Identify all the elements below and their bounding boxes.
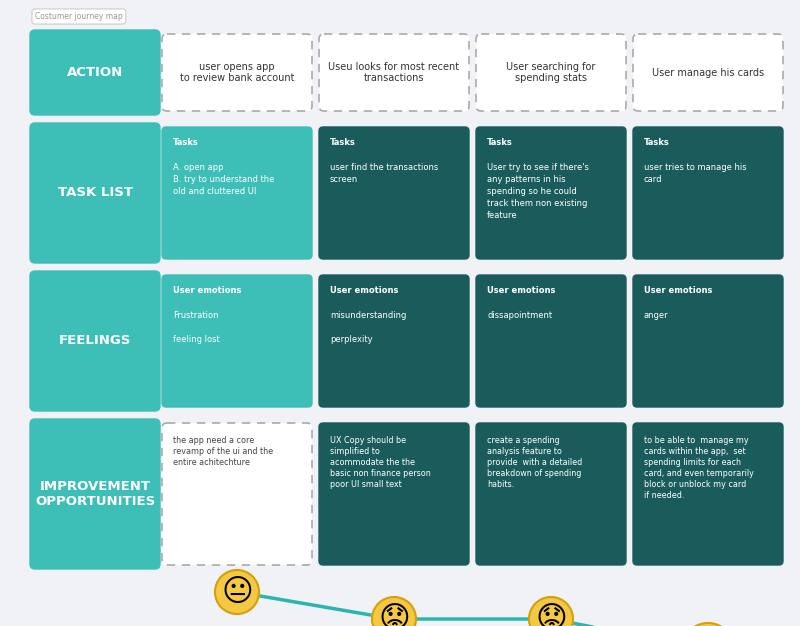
Text: breakdown of spending: breakdown of spending bbox=[487, 469, 582, 478]
Text: feature: feature bbox=[487, 211, 518, 220]
Text: old and cluttered UI: old and cluttered UI bbox=[173, 187, 256, 196]
FancyBboxPatch shape bbox=[319, 127, 469, 259]
Text: Tasks: Tasks bbox=[487, 138, 513, 147]
Text: dissapointment: dissapointment bbox=[487, 311, 552, 320]
Text: user opens app
to review bank account: user opens app to review bank account bbox=[180, 62, 294, 83]
Text: TASK LIST: TASK LIST bbox=[58, 187, 133, 200]
Text: 😟: 😟 bbox=[535, 605, 567, 626]
Text: if needed.: if needed. bbox=[644, 491, 684, 500]
Text: screen: screen bbox=[330, 175, 358, 184]
Text: basic non finance person: basic non finance person bbox=[330, 469, 430, 478]
FancyBboxPatch shape bbox=[162, 127, 312, 259]
FancyBboxPatch shape bbox=[633, 423, 783, 565]
Text: Tasks: Tasks bbox=[330, 138, 356, 147]
Text: create a spending: create a spending bbox=[487, 436, 560, 445]
Text: Frustration: Frustration bbox=[173, 311, 218, 320]
Text: User emotions: User emotions bbox=[330, 286, 398, 295]
Text: card: card bbox=[644, 175, 662, 184]
Text: User searching for
spending stats: User searching for spending stats bbox=[506, 62, 596, 83]
Text: Tasks: Tasks bbox=[644, 138, 670, 147]
FancyBboxPatch shape bbox=[30, 30, 160, 115]
Text: IMPROVEMENT
OPPORTUNITIES: IMPROVEMENT OPPORTUNITIES bbox=[35, 480, 155, 508]
FancyBboxPatch shape bbox=[476, 275, 626, 407]
Circle shape bbox=[215, 570, 259, 614]
Text: User manage his cards: User manage his cards bbox=[652, 68, 764, 78]
Text: spending so he could: spending so he could bbox=[487, 187, 577, 196]
Text: spending limits for each: spending limits for each bbox=[644, 458, 741, 467]
Text: anger: anger bbox=[644, 311, 669, 320]
Text: user find the transactions: user find the transactions bbox=[330, 163, 438, 172]
FancyBboxPatch shape bbox=[319, 275, 469, 407]
Text: Tasks: Tasks bbox=[173, 138, 198, 147]
Text: habits.: habits. bbox=[487, 480, 514, 489]
FancyBboxPatch shape bbox=[162, 275, 312, 407]
Text: track them non existing: track them non existing bbox=[487, 199, 587, 208]
Text: Costumer journey map: Costumer journey map bbox=[35, 12, 122, 21]
Text: User emotions: User emotions bbox=[173, 286, 242, 295]
FancyBboxPatch shape bbox=[633, 275, 783, 407]
Text: cards within the app,  set: cards within the app, set bbox=[644, 447, 746, 456]
Text: to be able to  manage my: to be able to manage my bbox=[644, 436, 749, 445]
FancyBboxPatch shape bbox=[30, 419, 160, 569]
Text: any patterns in his: any patterns in his bbox=[487, 175, 566, 184]
FancyBboxPatch shape bbox=[476, 127, 626, 259]
FancyBboxPatch shape bbox=[162, 423, 312, 565]
Text: A. open app: A. open app bbox=[173, 163, 223, 172]
FancyBboxPatch shape bbox=[30, 271, 160, 411]
FancyBboxPatch shape bbox=[162, 34, 312, 111]
Text: ACTION: ACTION bbox=[67, 66, 123, 79]
Text: analysis feature to: analysis feature to bbox=[487, 447, 562, 456]
FancyBboxPatch shape bbox=[633, 127, 783, 259]
Text: FEELINGS: FEELINGS bbox=[59, 334, 131, 347]
FancyBboxPatch shape bbox=[633, 34, 783, 111]
FancyBboxPatch shape bbox=[319, 423, 469, 565]
Text: misunderstanding: misunderstanding bbox=[330, 311, 406, 320]
Text: perplexity: perplexity bbox=[330, 335, 373, 344]
Text: the app need a core: the app need a core bbox=[173, 436, 254, 445]
Text: block or unblock my card: block or unblock my card bbox=[644, 480, 746, 489]
Text: acommodate the the: acommodate the the bbox=[330, 458, 415, 467]
Text: User try to see if there's: User try to see if there's bbox=[487, 163, 589, 172]
Text: UX Copy should be: UX Copy should be bbox=[330, 436, 406, 445]
Text: User emotions: User emotions bbox=[487, 286, 555, 295]
Circle shape bbox=[682, 623, 734, 626]
FancyBboxPatch shape bbox=[30, 123, 160, 263]
Text: B. try to understand the: B. try to understand the bbox=[173, 175, 274, 184]
Text: revamp of the ui and the: revamp of the ui and the bbox=[173, 447, 273, 456]
Text: User emotions: User emotions bbox=[644, 286, 712, 295]
Circle shape bbox=[372, 597, 416, 626]
Text: Useu looks for most recent
transactions: Useu looks for most recent transactions bbox=[329, 62, 459, 83]
Text: entire achitechture: entire achitechture bbox=[173, 458, 250, 467]
FancyBboxPatch shape bbox=[319, 34, 469, 111]
FancyBboxPatch shape bbox=[476, 423, 626, 565]
Text: user tries to manage his: user tries to manage his bbox=[644, 163, 746, 172]
FancyBboxPatch shape bbox=[476, 34, 626, 111]
Circle shape bbox=[529, 597, 573, 626]
Text: poor UI small text: poor UI small text bbox=[330, 480, 402, 489]
Text: simplified to: simplified to bbox=[330, 447, 380, 456]
Text: 😐: 😐 bbox=[221, 578, 253, 607]
Text: card, and even temporarily: card, and even temporarily bbox=[644, 469, 754, 478]
Text: 😟: 😟 bbox=[378, 605, 410, 626]
Text: provide  with a detailed: provide with a detailed bbox=[487, 458, 582, 467]
Text: feeling lost: feeling lost bbox=[173, 335, 220, 344]
